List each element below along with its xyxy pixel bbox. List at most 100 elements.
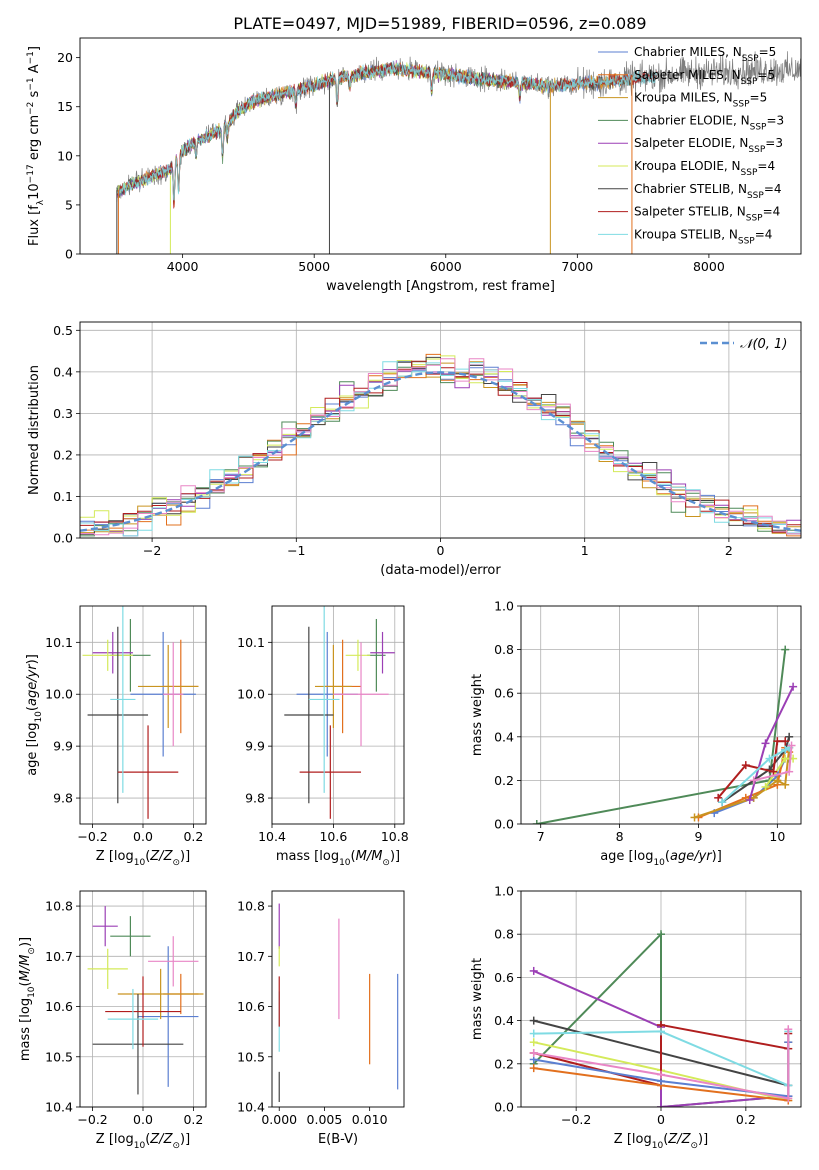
weight-marker bbox=[718, 798, 727, 807]
weight-marker bbox=[789, 682, 798, 691]
y-tick-label: 0.2 bbox=[53, 447, 73, 462]
weight-marker bbox=[765, 754, 774, 763]
y-tick-label: 10.5 bbox=[237, 1049, 265, 1064]
legend-entry: Kroupa STELIB, NSSP=4 bbox=[634, 227, 772, 246]
weight-marker bbox=[781, 645, 790, 654]
y-tick-label: 10.1 bbox=[45, 635, 73, 650]
legend-entry: Salpeter MILES, NSSP=5 bbox=[634, 68, 775, 87]
weight-marker bbox=[657, 1070, 665, 1079]
weight-marker bbox=[781, 754, 790, 763]
weight-marker bbox=[657, 1027, 665, 1036]
errorbar-point bbox=[107, 988, 159, 1050]
x-axis-label: Z [log10(Z/Z⊙)] bbox=[614, 1132, 708, 1151]
legend-entry: Kroupa ELODIE, NSSP=4 bbox=[634, 159, 775, 178]
errorbar-point bbox=[148, 936, 199, 987]
y-tick-label: 0.2 bbox=[494, 1056, 514, 1071]
spectrum-panel: 4000 5000 6000 7000 8000 0 5 10 15 20 wavelength [… bbox=[26, 37, 802, 294]
x-tick-label: 0.0 bbox=[133, 829, 153, 844]
x-tick-label: 1 bbox=[581, 543, 589, 558]
y-tick-label: 0.0 bbox=[494, 817, 514, 832]
weight-marker bbox=[781, 737, 790, 746]
errorbar-point bbox=[137, 644, 199, 728]
legend-entry: Salpeter ELODIE, NSSP=3 bbox=[634, 136, 783, 155]
weight-marker bbox=[529, 1049, 538, 1057]
x-axis-label: (data-model)/error bbox=[380, 563, 501, 578]
weight-marker bbox=[784, 1025, 793, 1034]
x-tick-label: 8 bbox=[616, 829, 624, 844]
y-tick-label: 15 bbox=[57, 99, 73, 114]
y-axis-label: mass weight bbox=[470, 674, 485, 756]
figure-title: PLATE=0497, MJD=51989, FIBERID=0596, z=0… bbox=[233, 14, 646, 33]
x-tick-label: 7000 bbox=[561, 259, 593, 274]
y-tick-label: 0.6 bbox=[494, 970, 514, 985]
plot-area bbox=[87, 906, 204, 1095]
axes-frame bbox=[271, 605, 405, 825]
histogram-step bbox=[80, 358, 801, 538]
normal-curve bbox=[80, 371, 801, 532]
legend-entry: Chabrier MILES, NSSP=5 bbox=[634, 45, 776, 64]
errorbar-point bbox=[117, 968, 204, 1020]
y-tick-label: 10.7 bbox=[45, 949, 73, 964]
weight-marker bbox=[532, 820, 541, 824]
y-tick-label: 9.9 bbox=[53, 739, 73, 754]
weight-marker bbox=[784, 1094, 793, 1103]
mass-vs-metallicity-panel: −0.2 0.0 0.2 10.4 10.5 10.6 10.7 10.8 Z [log10(Z… bbox=[18, 890, 207, 1151]
legend-entry: 𝒩(0, 1) bbox=[740, 337, 787, 352]
x-tick-label: −0.2 bbox=[77, 1112, 107, 1127]
y-tick-label: 9.8 bbox=[53, 791, 73, 806]
x-tick-label: −0.2 bbox=[77, 829, 107, 844]
y-axis-label: Flux [fλ10−17 erg cm−2 s−1 A−1] bbox=[26, 46, 46, 246]
weight-marker bbox=[714, 793, 723, 802]
y-tick-label: 0.0 bbox=[53, 531, 73, 546]
errorbar-point bbox=[117, 725, 179, 819]
weight-marker bbox=[657, 930, 665, 939]
weight-marker bbox=[785, 732, 794, 741]
y-tick-label: 20 bbox=[57, 50, 73, 65]
errorbar-point bbox=[163, 642, 184, 747]
residuals-histogram-panel: −2 −1 0 1 2 0.0 0.1 0.2 0.3 0.4 0.5 (data-model)/er… bbox=[27, 321, 802, 578]
y-tick-label: 10.1 bbox=[237, 635, 265, 650]
x-tick-label: 10.8 bbox=[381, 829, 409, 844]
weight-marker bbox=[529, 1029, 538, 1038]
y-axis-label: mass weight bbox=[470, 958, 485, 1040]
model-spectrum-kroupa-stelib bbox=[116, 60, 657, 201]
weight-marker bbox=[761, 782, 770, 791]
axes-frame bbox=[79, 605, 207, 825]
legend-entry: Salpeter STELIB, NSSP=4 bbox=[634, 205, 780, 224]
x-tick-label: 6000 bbox=[430, 259, 462, 274]
weight-marker bbox=[749, 776, 758, 785]
errorbar-point bbox=[137, 946, 199, 1087]
y-tick-label: 0.0 bbox=[494, 1100, 514, 1115]
y-axis-label: Normed distribution bbox=[27, 365, 42, 495]
y-tick-label: 0.8 bbox=[494, 642, 514, 657]
weight-marker bbox=[769, 767, 778, 776]
x-tick-label: 0.2 bbox=[736, 1112, 756, 1127]
y-tick-label: 0.8 bbox=[494, 927, 514, 942]
x-tick-label: 0.2 bbox=[183, 1112, 203, 1127]
weight-marker bbox=[745, 796, 754, 805]
errorbar-point bbox=[308, 606, 340, 793]
y-tick-label: 10.5 bbox=[45, 1049, 73, 1064]
errorbar-point bbox=[110, 916, 151, 957]
weight-marker bbox=[690, 813, 699, 822]
x-tick-label: 0.0 bbox=[133, 1112, 153, 1127]
errorbar-point bbox=[345, 639, 371, 671]
errorbar-point bbox=[284, 626, 334, 804]
age-vs-metallicity-panel: −0.2 0.0 0.2 9.8 9.9 10.0 10.1 Z [log10(Z/Z⊙)] a… bbox=[25, 605, 207, 868]
weight-marker bbox=[657, 1103, 665, 1107]
plot-area bbox=[82, 606, 199, 819]
y-tick-label: 0.6 bbox=[494, 686, 514, 701]
weight-marker bbox=[741, 761, 750, 770]
plot-area bbox=[529, 930, 793, 1107]
x-tick-label: 7 bbox=[537, 829, 545, 844]
errorbar-point bbox=[87, 948, 128, 989]
x-tick-label: −1 bbox=[287, 543, 305, 558]
plot-area bbox=[116, 51, 801, 254]
x-tick-label: 0.2 bbox=[183, 829, 203, 844]
x-tick-label: 10.4 bbox=[258, 829, 286, 844]
weight-marker bbox=[529, 1064, 538, 1073]
weight-marker bbox=[529, 966, 538, 975]
errorbar-point bbox=[110, 606, 136, 793]
weight-marker bbox=[773, 776, 782, 785]
x-tick-label: 10.6 bbox=[319, 829, 347, 844]
